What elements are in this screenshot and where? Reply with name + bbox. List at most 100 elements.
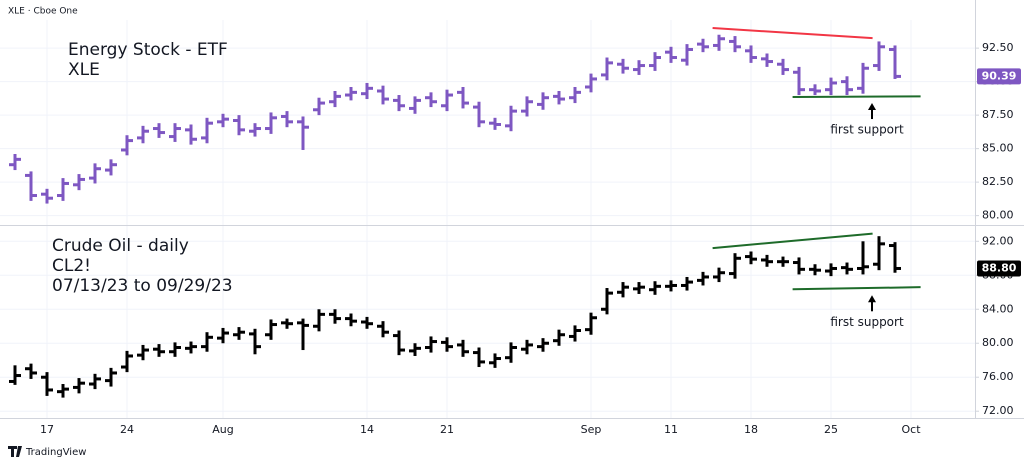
ohlc-bar [233,327,245,340]
plot: 17 24 Aug 14 21 Sep 11 18 25 Oct 80.00 82.50 85.00 87… [9,27,1021,436]
chart-subtitle: CL2! [52,256,91,276]
ohlc-bar [121,350,133,373]
ohlc-bar [649,281,661,295]
x-tick-label: 24 [120,423,134,436]
ohlc-bar [329,91,341,108]
ohlc-bar [473,347,485,368]
ohlc-bar [665,280,677,292]
ohlc-bar [761,254,773,267]
ohlc-bar [25,171,37,201]
ohlc-bar [249,123,261,137]
ohlc-bar [505,342,517,363]
arrow-head [868,295,876,303]
ohlc-bar [761,53,773,67]
ohlc-bar [521,96,533,117]
ohlc-bar [249,328,261,355]
ohlc-bar [745,251,757,265]
ohlc-bar [521,339,533,355]
ohlc-bar [713,34,725,51]
ohlc-bar [569,325,581,342]
y-tick-label: 85.00 [982,142,1014,155]
ohlc-bar [585,73,597,93]
ohlc-bar [745,45,757,63]
ohlc-bar [873,41,885,71]
x-tick-label: Aug [212,423,233,436]
ohlc-bar [297,116,309,150]
ohlc-bar [857,241,869,275]
ohlc-bar [41,188,53,204]
ohlc-bar [153,344,165,357]
ohlc-bar [873,236,885,271]
ohlc-bar [537,338,549,352]
y-tick-label: 84.00 [982,302,1014,315]
ohlc-bar [633,60,645,75]
x-tick-label: Sep [581,423,602,436]
trendline [792,95,921,99]
ohlc-bar [441,89,453,112]
ohlc-bar [441,337,453,352]
ohlc-bar [169,342,181,357]
ohlc-bar [825,263,837,277]
ohlc-bar [25,363,37,379]
ohlc-bar [793,257,805,275]
ohlc-bar [393,330,405,356]
last-price-label: 88.80 [982,261,1017,274]
ohlc-bar [361,316,373,329]
ohlc-bar [217,327,229,344]
ohlc-bar [9,365,21,385]
ohlc-bar [505,105,517,132]
ohlc-bar [409,343,421,356]
ohlc-bar [393,95,405,112]
annotation: first support [830,123,904,137]
trendline [712,27,873,40]
ohlc-bar [89,373,101,390]
y-tick-label: 76.00 [982,370,1014,383]
ohlc-bar [9,153,21,171]
date-range: 07/13/23 to 09/29/23 [52,276,233,296]
ohlc-bar [41,372,53,396]
ohlc-bar [185,124,197,145]
ohlc-bar [841,76,853,96]
x-tick-label: 14 [360,423,374,436]
ohlc-bar [537,92,549,110]
ohlc-bar [105,159,117,176]
ohlc-bar [313,309,325,332]
x-tick-label: 17 [40,423,54,436]
ohlc-bar [89,163,101,184]
trendline [712,232,873,250]
ohlc-bar [329,309,341,324]
ohlc-bar [601,57,613,81]
ohlc-bar [681,276,693,291]
ohlc-bar [617,282,629,298]
ohlc-bar [809,264,821,276]
ohlc-bar [121,135,133,156]
y-tick-label: 87.50 [982,108,1014,121]
ohlc-bar [377,85,389,105]
ohlc-bar [489,353,501,368]
ohlc-bar [473,101,485,128]
ohlc-bar [57,384,69,398]
ohlc-bar [841,262,853,275]
ohlc-bar [697,271,709,286]
chart-title: Crude Oil - daily [52,236,189,256]
ohlc-bar [457,86,469,109]
grid [0,20,975,418]
ohlc-bar [73,174,85,191]
logo [8,446,22,457]
ohlc-bar [217,113,229,128]
x-tick-label: 11 [664,423,678,436]
y-tick-label: 92.50 [982,41,1014,54]
y-tick-label: 72.00 [982,404,1014,417]
ohlc-bar [201,332,213,352]
ohlc-bar [633,282,645,294]
ohlc-bar [697,38,709,53]
ohlc-bar [425,92,437,108]
last-price-box [977,68,1021,85]
ohlc-bar [585,312,597,335]
y-tick-label: 82.50 [982,175,1014,188]
ohlc-bar [313,97,325,116]
ohlc-bar [185,341,197,354]
ohlc-bar [729,36,741,53]
